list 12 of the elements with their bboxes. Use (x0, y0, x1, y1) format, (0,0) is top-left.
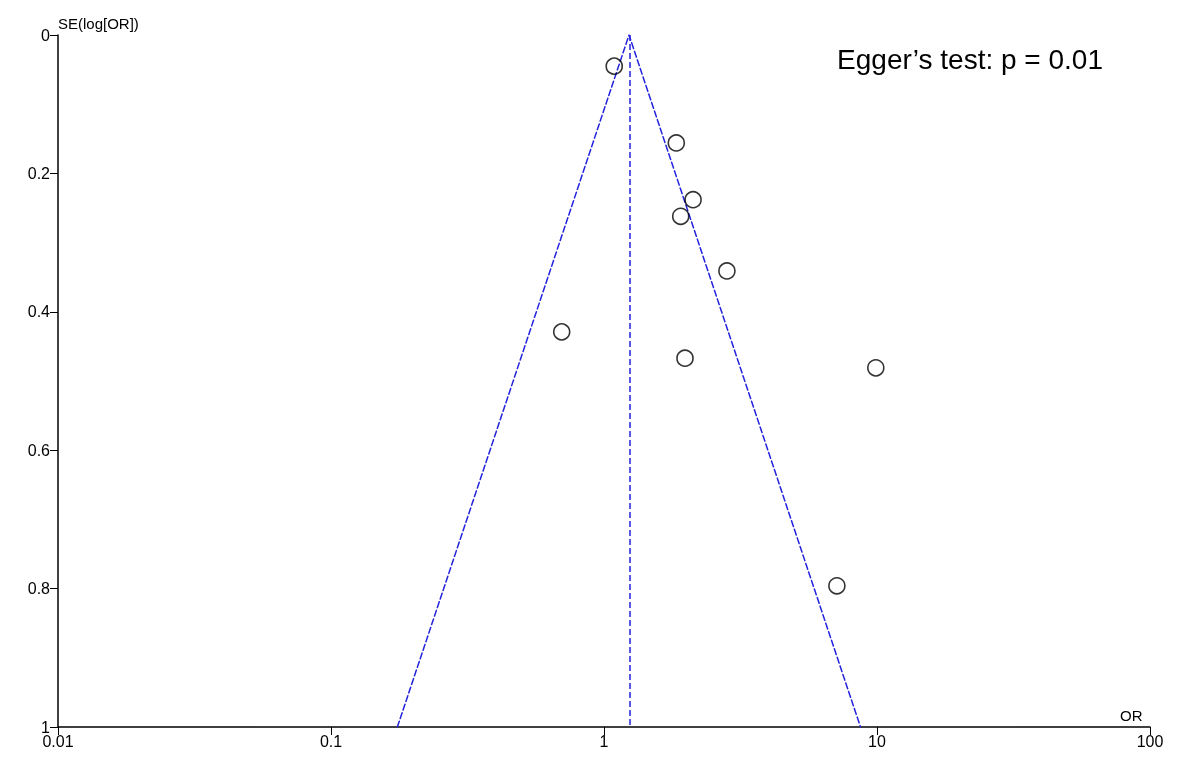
y-tick-label: 0.4 (27, 303, 51, 321)
x-axis-title: OR (1120, 707, 1143, 724)
y-axis-title: SE(log[OR]) (58, 15, 139, 32)
x-tick-label: 10 (868, 732, 886, 750)
x-tick-label: 1 (599, 732, 609, 750)
y-tick-label: 0 (41, 26, 51, 44)
x-tick-label: 0.1 (319, 732, 343, 750)
x-tick-label: 100 (1136, 732, 1164, 750)
annotation: Egger’s test: p = 0.01 (837, 43, 1103, 75)
y-tick-label: 0.8 (27, 580, 51, 598)
y-tick-label: 0.6 (27, 441, 51, 459)
y-tick-label: 0.2 (27, 164, 51, 182)
